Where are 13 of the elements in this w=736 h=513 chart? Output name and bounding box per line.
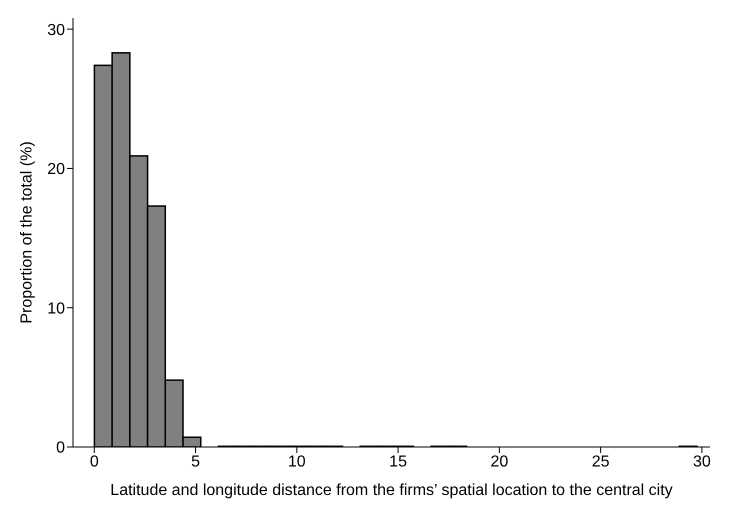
y-tick-label: 20 bbox=[47, 161, 66, 178]
y-tick-label: 10 bbox=[47, 300, 66, 318]
x-tick-label: 20 bbox=[490, 453, 508, 470]
x-tick-label: 15 bbox=[389, 453, 408, 470]
x-axis-title: Latitude and longitude distance from the firms’ spatial location to the central city bbox=[110, 482, 673, 499]
y-tick-label: 30 bbox=[47, 22, 66, 39]
x-tick-label: 0 bbox=[90, 453, 99, 470]
x-tick-label: 30 bbox=[693, 453, 711, 470]
x-tick-label: 25 bbox=[592, 453, 610, 470]
y-axis-title: Proportion of the total (%) bbox=[18, 141, 36, 324]
y-tick-label: 0 bbox=[56, 440, 66, 457]
x-tick-label: 5 bbox=[191, 453, 200, 470]
x-tick-label: 10 bbox=[288, 453, 306, 470]
